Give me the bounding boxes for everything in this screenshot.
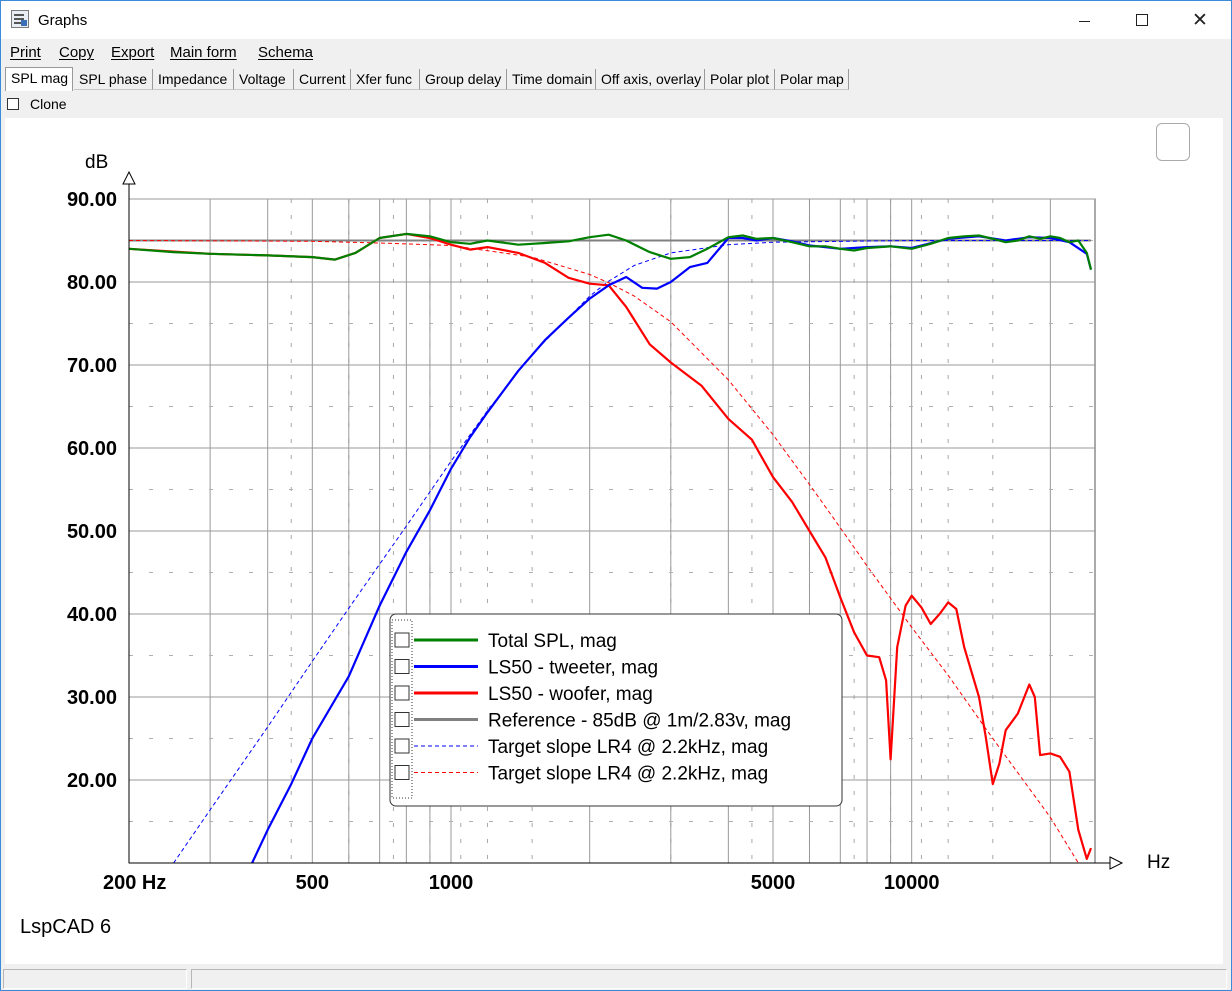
y-tick-label: 30.00	[67, 687, 117, 709]
status-panel-2	[191, 969, 1227, 989]
minimize-button[interactable]	[1061, 1, 1107, 39]
series-line-2	[128, 232, 1093, 860]
minimize-icon	[1078, 20, 1090, 22]
tab-polar-plot[interactable]: Polar plot	[705, 69, 775, 90]
tab-spl-phase[interactable]: SPL phase	[74, 69, 153, 90]
x-tick-label: 500	[296, 872, 329, 894]
y-axis-arrow-icon	[122, 170, 136, 185]
x-tick-label: 10000	[884, 872, 940, 894]
clone-label: Clone	[30, 96, 67, 112]
x-axis-arrow-icon	[1109, 856, 1124, 870]
legend-checkbox	[394, 765, 410, 780]
window-title: Graphs	[38, 12, 88, 29]
tick-labels: dB Hz 90.00 80.00 70.00 60.00 50.00 40.00 30.00 2…	[67, 152, 1170, 894]
status-panel-1	[3, 969, 187, 989]
title-bar[interactable]: Graphs ✕	[1, 1, 1231, 39]
legend-label: Target slope LR4 @ 2.2kHz, mag	[488, 764, 768, 785]
legend-box	[389, 613, 843, 807]
y-tick-label: 50.00	[67, 521, 117, 543]
menu-bar: Print Copy Export Main form Schema	[1, 41, 1231, 65]
menu-main-form[interactable]: Main form	[170, 44, 237, 61]
menu-schema[interactable]: Schema	[258, 44, 314, 61]
legend-label: LS50 - woofer, mag	[488, 684, 653, 705]
y-tick-label: 20.00	[67, 770, 117, 792]
status-bar	[1, 967, 1231, 990]
spl-mag-chart[interactable]: dB Hz 90.00 80.00 70.00 60.00 50.00 40.00 30.00 2…	[5, 118, 1223, 964]
legend-checkbox	[394, 632, 410, 648]
menu-copy[interactable]: Copy	[59, 44, 95, 61]
graph-panel[interactable]: dB Hz 90.00 80.00 70.00 60.00 50.00 40.00 30.00 2…	[5, 118, 1223, 964]
y-axis-label: dB	[85, 152, 108, 173]
app-version-label: LspCAD 6	[20, 916, 111, 938]
tab-current[interactable]: Current	[294, 69, 351, 90]
y-tick-label: 70.00	[67, 355, 117, 377]
legend[interactable]: Total SPL, mag LS50 - tweeter, mag LS50 - …	[389, 613, 843, 807]
legend-checkbox	[394, 738, 410, 754]
graphs-app-icon[interactable]	[11, 10, 29, 28]
x-tick-label: 1000	[429, 872, 474, 894]
tab-spl-mag[interactable]: SPL mag	[5, 67, 73, 91]
tab-voltage[interactable]: Voltage	[234, 69, 294, 90]
maximize-button[interactable]	[1119, 1, 1165, 39]
series-line-4	[173, 240, 1091, 864]
graph-options-button[interactable]	[1156, 123, 1190, 161]
tab-off-axis-overlay[interactable]: Off axis, overlay	[596, 69, 705, 90]
x-axis-label: Hz	[1147, 852, 1170, 873]
close-icon: ✕	[1192, 9, 1208, 31]
y-tick-label: 60.00	[67, 438, 117, 460]
clone-checkbox[interactable]	[7, 98, 19, 110]
tab-group-delay[interactable]: Group delay	[420, 69, 507, 90]
y-tick-label: 80.00	[67, 272, 117, 294]
maximize-icon	[1136, 14, 1148, 26]
tab-time-domain[interactable]: Time domain	[507, 69, 596, 90]
curves	[128, 232, 1093, 864]
tab-bar: SPL mag SPL phase Impedance Voltage Curr…	[3, 67, 1229, 93]
tab-polar-map[interactable]: Polar map	[775, 69, 849, 90]
series-line-0	[128, 232, 1093, 270]
x-tick-label: 200 Hz	[103, 872, 166, 894]
legend-label: Reference - 85dB @ 1m/2.83v, mag	[488, 711, 791, 732]
close-button[interactable]: ✕	[1177, 1, 1223, 39]
legend-checkbox	[394, 659, 410, 674]
legend-label: LS50 - tweeter, mag	[488, 658, 658, 679]
legend-label: Total SPL, mag	[488, 631, 617, 652]
y-tick-label: 40.00	[67, 604, 117, 626]
tab-impedance[interactable]: Impedance	[153, 69, 234, 90]
y-tick-label: 90.00	[67, 189, 117, 211]
legend-label: Target slope LR4 @ 2.2kHz, mag	[488, 737, 768, 758]
legend-focus-frame	[391, 619, 413, 799]
axes	[122, 170, 1124, 870]
legend-checkbox	[394, 685, 410, 701]
menu-print[interactable]: Print	[10, 44, 41, 61]
legend-checkbox	[394, 712, 410, 727]
menu-export[interactable]: Export	[111, 44, 155, 61]
tab-xfer-func[interactable]: Xfer func	[351, 69, 420, 90]
x-tick-label: 5000	[751, 872, 796, 894]
